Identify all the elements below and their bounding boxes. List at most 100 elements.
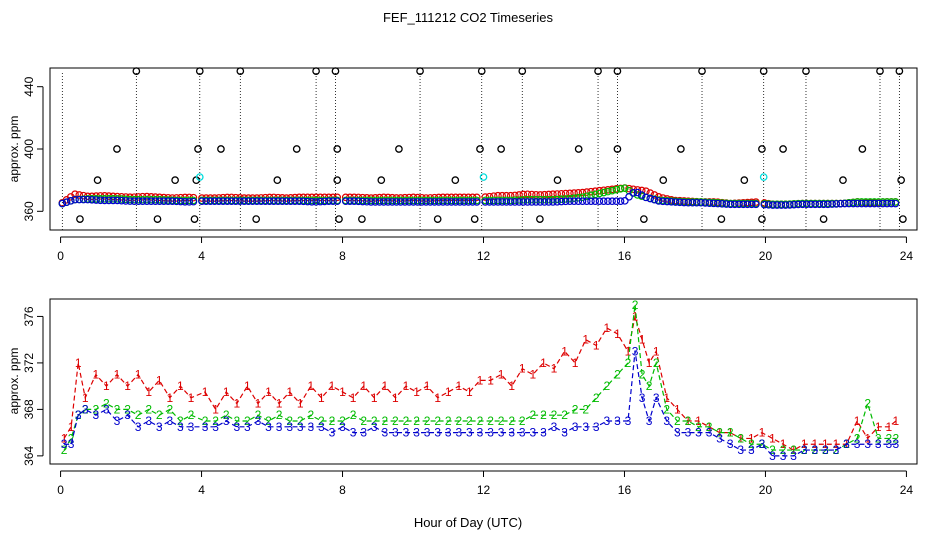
series-2-label: 2 <box>582 402 589 416</box>
series-1-label: 1 <box>737 431 744 445</box>
series-3-label: 3 <box>135 420 142 434</box>
series-3-label: 3 <box>166 414 173 428</box>
series-3-point <box>405 198 413 206</box>
series-1-label: 1 <box>561 344 568 358</box>
x-axis-label: Hour of Day (UTC) <box>414 515 522 530</box>
series-1-label: 1 <box>780 437 787 451</box>
series-3-label: 3 <box>244 420 251 434</box>
series-3-label: 3 <box>265 420 272 434</box>
series-2-label: 2 <box>737 431 744 445</box>
series-3-label: 3 <box>177 420 184 434</box>
series-3-point <box>773 201 781 209</box>
series-3-point <box>396 198 405 206</box>
series-3-point <box>278 197 287 205</box>
series-3-point <box>891 199 900 208</box>
series-3-label: 3 <box>833 443 840 457</box>
series-3-point <box>697 198 705 207</box>
series-3-point <box>587 197 595 205</box>
series-3-point <box>688 198 697 207</box>
series-1-label: 1 <box>177 379 184 393</box>
outlier-point <box>613 145 622 153</box>
series-3-label: 3 <box>455 426 462 440</box>
series-3-point <box>870 199 879 208</box>
series-1-label: 1 <box>445 385 452 399</box>
series-2-label: 2 <box>833 443 840 457</box>
series-2-label: 2 <box>202 414 209 428</box>
outlier-point <box>194 145 202 153</box>
series-3-point <box>418 198 426 206</box>
series-3-line <box>64 351 896 457</box>
series-1-label: 1 <box>61 431 68 445</box>
series-2-label: 2 <box>223 408 230 422</box>
series-3-point <box>320 197 329 206</box>
series-3-point <box>637 191 646 199</box>
series-1-label: 1 <box>685 414 692 428</box>
series-3-point <box>341 197 350 205</box>
series-3-point <box>536 198 545 206</box>
series-3-point <box>134 197 143 205</box>
series-2-label: 2 <box>551 408 558 422</box>
outlier-point <box>758 145 766 153</box>
series-2-label: 2 <box>885 431 892 445</box>
series-1-label: 1 <box>114 368 121 382</box>
series-1-point <box>595 186 604 195</box>
series-3-point <box>561 197 570 206</box>
series-3-label: 3 <box>413 426 420 440</box>
series-3-point <box>164 197 172 205</box>
series-2-label: 2 <box>212 414 219 428</box>
series-1-label: 1 <box>822 437 829 451</box>
series-3-label: 3 <box>381 426 388 440</box>
series-3-label: 3 <box>188 420 195 434</box>
series-1-point <box>71 190 79 199</box>
x-tick-label: 24 <box>900 249 914 263</box>
series-2-label: 2 <box>75 408 82 422</box>
series-1-label: 1 <box>297 397 304 411</box>
series-3-point <box>473 198 481 206</box>
series-2-point <box>549 195 557 204</box>
series-3-point <box>409 198 418 206</box>
series-1-label: 1 <box>413 385 420 399</box>
series-1-label: 1 <box>582 333 589 347</box>
series-1-label: 1 <box>434 391 441 405</box>
series-3-point <box>692 198 701 207</box>
series-3-label: 3 <box>519 426 526 440</box>
series-3-label: 3 <box>255 414 262 428</box>
series-2-point <box>616 184 625 193</box>
series-1-label: 1 <box>255 397 262 411</box>
series-3-point <box>71 195 79 204</box>
highlight-point <box>195 173 204 181</box>
series-2-point <box>519 195 528 204</box>
series-1-label: 1 <box>329 379 336 393</box>
series-1-point <box>523 190 532 199</box>
series-1-point <box>367 194 375 202</box>
series-3-point <box>485 198 494 206</box>
series-1-label: 1 <box>551 362 558 376</box>
series-3-point <box>451 198 460 206</box>
series-2-label: 2 <box>265 414 272 428</box>
series-2-label: 2 <box>424 414 431 428</box>
series-3-label: 3 <box>639 391 646 405</box>
series-3-point <box>650 195 659 204</box>
series-2-label: 2 <box>875 431 882 445</box>
series-3-label: 3 <box>551 420 558 434</box>
series-2-label: 2 <box>445 414 452 428</box>
series-3-point <box>379 198 388 206</box>
series-3-label: 3 <box>466 426 473 440</box>
series-3-point <box>236 197 244 205</box>
series-3-point <box>578 197 587 205</box>
panel-1-marks <box>58 67 907 230</box>
series-2-point <box>532 195 540 204</box>
series-3-label: 3 <box>212 420 219 434</box>
series-1-label: 1 <box>885 420 892 434</box>
series-3-point <box>295 197 303 205</box>
series-3-label: 3 <box>604 414 611 428</box>
panel-2-frame <box>49 298 918 465</box>
series-3-point <box>604 197 612 205</box>
series-3-point <box>769 201 777 209</box>
x-tick-label: 24 <box>900 483 914 497</box>
series-1-point <box>536 191 545 199</box>
series-1-point <box>396 194 405 202</box>
outlier-point <box>451 176 460 185</box>
x-tick-label: 4 <box>198 483 205 497</box>
series-3-label: 3 <box>329 426 336 440</box>
